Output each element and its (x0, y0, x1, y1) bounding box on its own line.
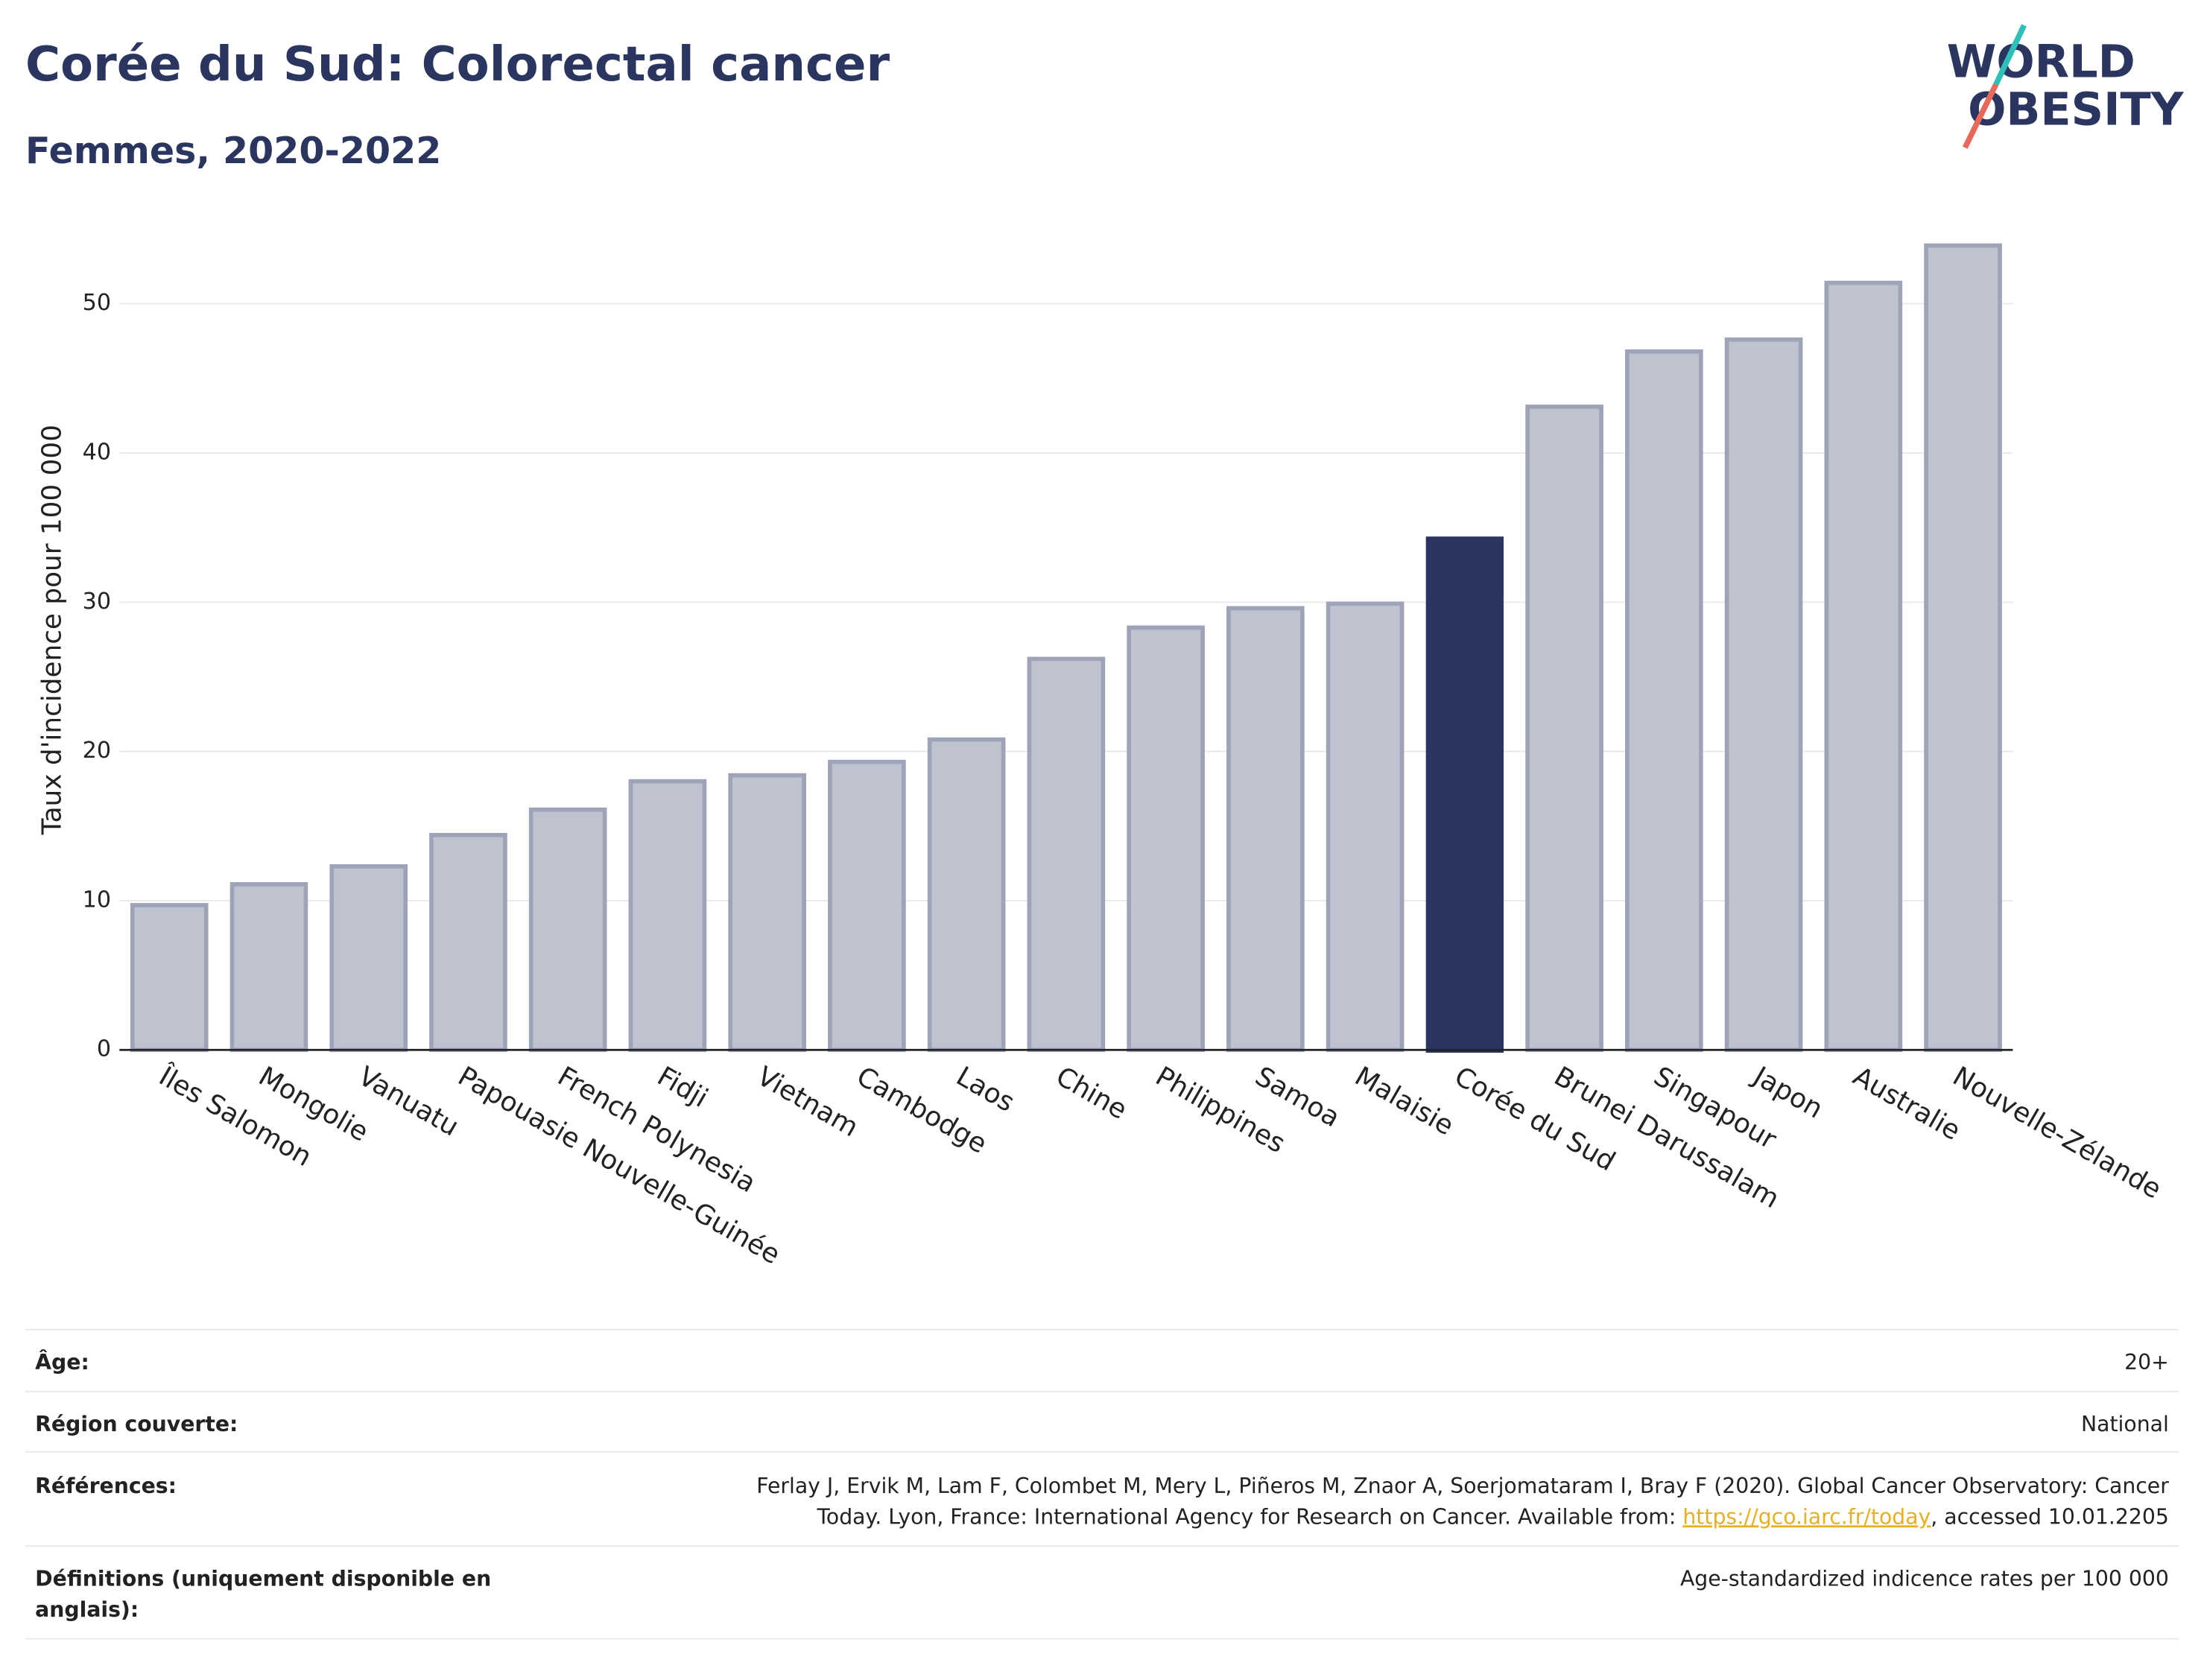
x-tick-label: Malaisie (1349, 1061, 1458, 1141)
x-tick-label: Australie (1848, 1061, 1966, 1147)
bar (528, 807, 607, 1053)
bar (429, 832, 507, 1053)
bar (130, 903, 209, 1053)
logo-slash (1993, 24, 2027, 86)
footer-label: anglais): (35, 1597, 139, 1622)
x-tick-label: Nouvelle-Zélande (1948, 1061, 2167, 1205)
bar (927, 737, 1006, 1053)
footer-label: Références: (35, 1474, 177, 1498)
bar (1625, 349, 1703, 1053)
chart-title: Corée du Sud: Colorectal cancer (25, 37, 890, 92)
chart-subtitle: Femmes, 2020-2022 (25, 129, 441, 172)
x-tick-label: Japon (1747, 1060, 1828, 1124)
bar (628, 779, 707, 1053)
bar (1824, 280, 1903, 1053)
bar (1525, 405, 1603, 1053)
bar (828, 759, 906, 1053)
y-tick-label: 0 (97, 1036, 111, 1062)
footer: Âge: 20+ Région couverte: National Référ… (25, 1328, 2179, 1640)
bar (1127, 625, 1205, 1053)
bar (1425, 536, 1504, 1053)
x-tick-label: Chine (1051, 1061, 1132, 1126)
x-tick-label: Vietnam (752, 1061, 864, 1143)
footer-link[interactable]: https://gco.iarc.fr/today (1682, 1504, 1931, 1529)
y-tick-label: 10 (83, 887, 111, 913)
footer-text: , accessed 10.01.2205 (1931, 1504, 2169, 1529)
y-tick-label: 50 (83, 290, 111, 316)
logo-line2: OBESITY (1968, 84, 2185, 136)
y-axis-label: Taux d'incidence pour 100 000 (37, 425, 68, 835)
y-tick-label: 30 (83, 589, 111, 615)
footer-label: Âge: (35, 1349, 89, 1375)
logo-line1: WORLD (1947, 36, 2135, 88)
bar (1724, 337, 1803, 1053)
x-tick-label: Laos (951, 1061, 1019, 1118)
bar (1226, 606, 1305, 1053)
footer-value: 20+ (2124, 1350, 2169, 1375)
footer-text: Today. Lyon, France: International Agenc… (816, 1504, 1682, 1529)
footer-label: Région couverte: (35, 1412, 238, 1436)
bar (229, 882, 308, 1053)
bar (1326, 601, 1405, 1053)
footer-label: Définitions (uniquement disponible en (35, 1566, 491, 1591)
x-tick-label: Fidji (652, 1061, 713, 1114)
footer-value: Age-standardized indicence rates per 100… (1680, 1566, 2169, 1591)
logo: WORLD OBESITY (1947, 24, 2185, 149)
footer-value: Ferlay J, Ervik M, Lam F, Colombet M, Me… (756, 1474, 2169, 1498)
logo-slash (1962, 83, 1999, 149)
x-tick-label: Vanuatu (353, 1061, 464, 1142)
y-tick-label: 40 (83, 440, 111, 466)
footer-value: Today. Lyon, France: International Agenc… (816, 1504, 2168, 1529)
footer-value: National (2081, 1412, 2169, 1436)
bar (1027, 656, 1106, 1053)
bar (1924, 243, 2002, 1053)
y-tick-label: 20 (83, 738, 111, 764)
bar (728, 773, 806, 1053)
bar (329, 864, 408, 1053)
